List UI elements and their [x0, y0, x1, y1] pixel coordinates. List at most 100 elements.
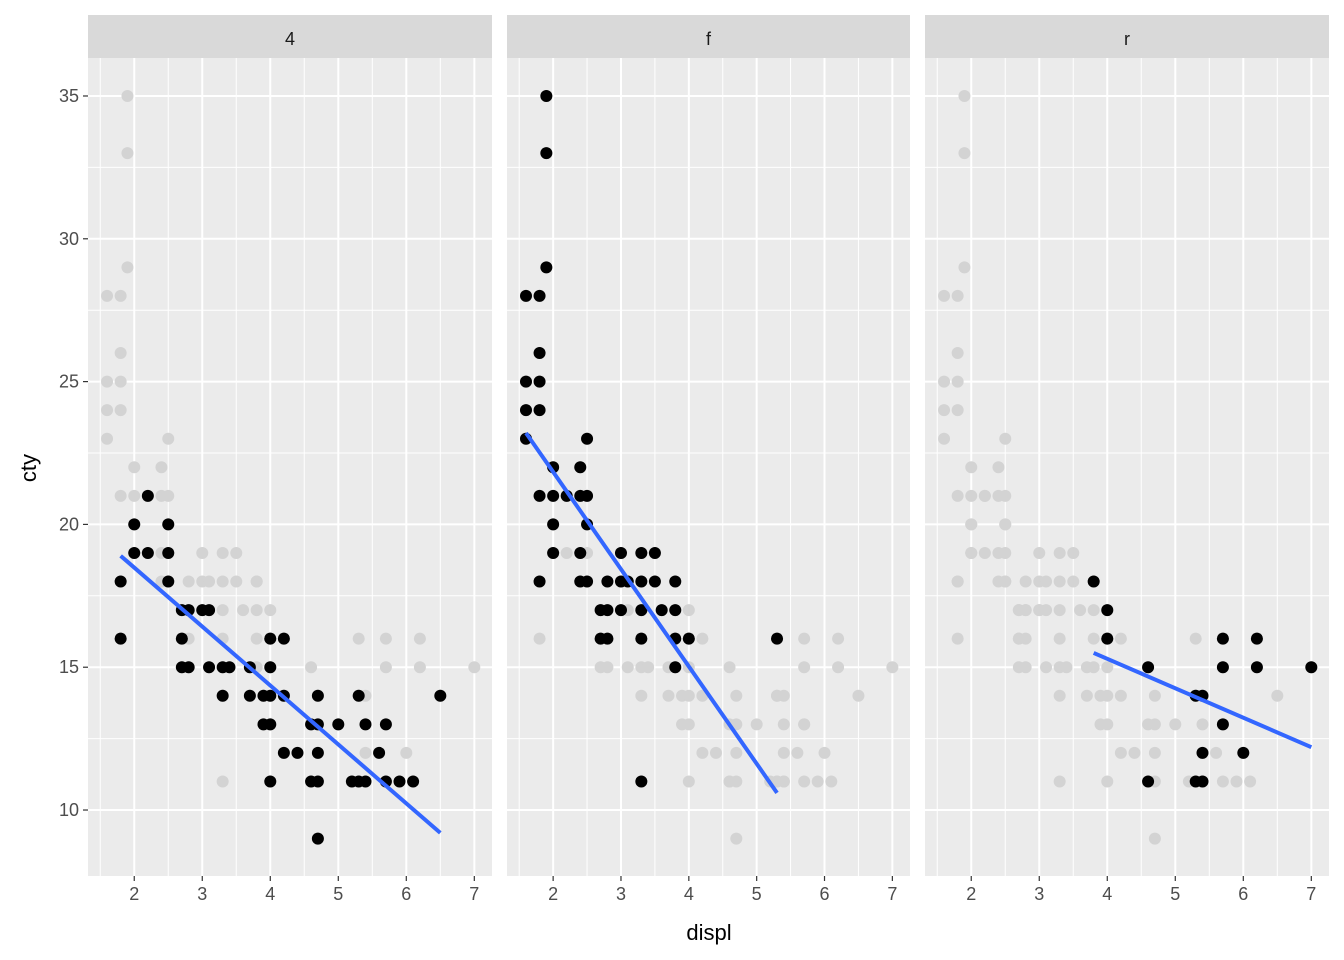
background-point	[305, 661, 318, 674]
background-point	[1128, 746, 1141, 759]
x-tick-label: 4	[1102, 884, 1112, 904]
background-point	[533, 632, 546, 645]
background-point	[1114, 746, 1127, 759]
data-point	[359, 775, 372, 788]
background-point	[951, 489, 964, 502]
background-point	[811, 775, 824, 788]
background-point	[182, 575, 195, 588]
background-point	[1074, 604, 1087, 617]
smooth-line	[524, 431, 779, 795]
background-point	[999, 575, 1012, 588]
data-point	[601, 632, 614, 645]
data-point	[1237, 746, 1250, 759]
facet-strip	[925, 15, 1329, 58]
background-point	[128, 461, 141, 474]
data-point	[547, 518, 560, 531]
data-point	[1250, 661, 1263, 674]
x-tick-label: 7	[887, 884, 897, 904]
background-point	[965, 518, 978, 531]
background-point	[400, 746, 413, 759]
background-point	[958, 261, 971, 274]
data-point	[128, 546, 141, 559]
data-point	[533, 575, 546, 588]
background-point	[1114, 689, 1127, 702]
background-point	[216, 546, 229, 559]
background-point	[1080, 689, 1093, 702]
background-point	[951, 404, 964, 417]
facet-strip	[507, 15, 910, 58]
data-point	[669, 661, 682, 674]
background-point	[978, 546, 991, 559]
background-point	[1033, 546, 1046, 559]
data-point	[771, 632, 784, 645]
background-point	[723, 661, 736, 674]
background-point	[1210, 746, 1223, 759]
background-point	[1019, 604, 1032, 617]
background-point	[1019, 632, 1032, 645]
background-point	[379, 661, 392, 674]
facet-strip-label: r	[1124, 29, 1130, 49]
background-point	[114, 289, 127, 302]
data-point	[1101, 604, 1114, 617]
background-point	[413, 632, 426, 645]
data-point	[1250, 632, 1263, 645]
data-point	[1216, 632, 1229, 645]
background-point	[1053, 604, 1066, 617]
background-point	[1053, 689, 1066, 702]
background-point	[992, 461, 1005, 474]
background-point	[1040, 575, 1053, 588]
background-point	[1148, 718, 1161, 731]
background-point	[1114, 632, 1127, 645]
facet-strip-label: 4	[285, 29, 295, 49]
data-point	[614, 604, 627, 617]
data-point	[533, 347, 546, 360]
background-point	[621, 661, 634, 674]
data-point	[264, 689, 277, 702]
background-point	[162, 489, 175, 502]
data-point	[277, 632, 290, 645]
x-tick-label: 4	[265, 884, 275, 904]
x-tick-label: 5	[1170, 884, 1180, 904]
background-point	[352, 632, 365, 645]
data-point	[547, 489, 560, 502]
background-point	[1148, 746, 1161, 759]
background-point	[1101, 775, 1114, 788]
background-point	[938, 404, 951, 417]
data-point	[162, 518, 175, 531]
x-tick-label: 7	[1306, 884, 1316, 904]
background-point	[696, 632, 709, 645]
background-point	[951, 375, 964, 388]
y-axis-title: cty	[16, 454, 41, 482]
background-point	[237, 604, 250, 617]
background-point	[682, 718, 695, 731]
data-point	[533, 489, 546, 502]
data-point	[669, 575, 682, 588]
background-point	[1271, 689, 1284, 702]
data-point	[264, 661, 277, 674]
panel-background	[507, 58, 910, 876]
data-point	[141, 546, 154, 559]
background-point	[264, 604, 277, 617]
background-point	[114, 347, 127, 360]
data-point	[243, 689, 256, 702]
data-point	[434, 689, 447, 702]
data-point	[1216, 661, 1229, 674]
background-point	[1148, 689, 1161, 702]
background-point	[413, 661, 426, 674]
background-point	[951, 347, 964, 360]
background-point	[560, 546, 573, 559]
background-point	[832, 661, 845, 674]
background-point	[1087, 604, 1100, 617]
background-point	[1040, 661, 1053, 674]
background-point	[1101, 718, 1114, 731]
background-point	[777, 718, 790, 731]
background-point	[1244, 775, 1257, 788]
data-point	[277, 746, 290, 759]
background-point	[682, 775, 695, 788]
data-point	[393, 775, 406, 788]
data-point	[669, 604, 682, 617]
background-point	[1053, 575, 1066, 588]
background-point	[825, 775, 838, 788]
data-point	[373, 746, 386, 759]
background-point	[1169, 718, 1182, 731]
